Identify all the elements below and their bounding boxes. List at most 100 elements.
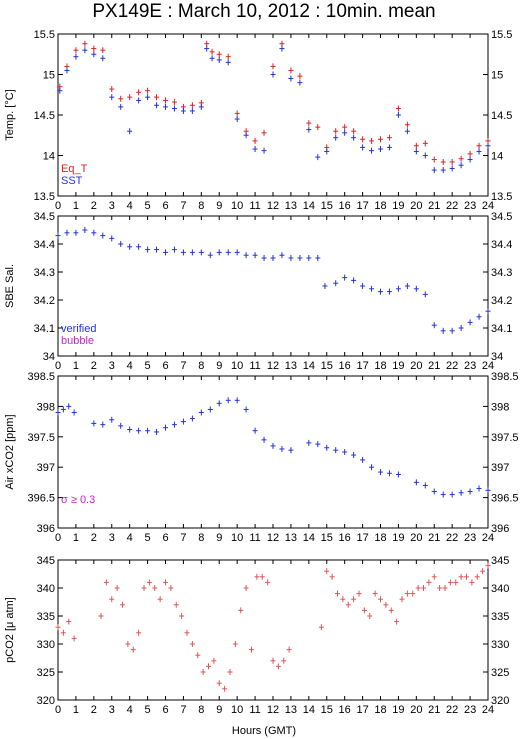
y-tick-label: 15 (43, 70, 55, 82)
x-tick-label: 20 (410, 360, 422, 372)
x-tick-label: 14 (303, 704, 315, 716)
x-tick-label: 4 (127, 704, 133, 716)
x-tick-label: 8 (198, 360, 204, 372)
x-tick-label: 4 (127, 532, 133, 544)
x-tick-label: 22 (446, 200, 458, 212)
x-tick-label: 24 (482, 360, 494, 372)
x-tick-label: 16 (339, 532, 351, 544)
x-tick-label: 15 (321, 532, 333, 544)
x-tick-label: 21 (428, 704, 440, 716)
y-tick-label: 340 (37, 583, 55, 595)
panels: 0 1 2 3 4 5 6 7 8 9 10 11 12 13 14 15 16 17 18 19 20 21 22 23 24… (4, 29, 519, 716)
x-axis-label: Hours (GMT) (232, 725, 296, 737)
y-tick-label-right: 14.5 (491, 110, 512, 122)
x-tick-label: 8 (198, 532, 204, 544)
x-tick-label: 17 (356, 200, 368, 212)
y-tick-label: 34.4 (34, 239, 55, 251)
y-tick-label-right: 335 (491, 611, 509, 623)
plot-frame (57, 375, 489, 529)
y-tick-label: 325 (37, 667, 55, 679)
x-tick-label: 10 (231, 704, 243, 716)
y-tick-label: 34.1 (34, 323, 55, 335)
x-tick-label: 2 (91, 704, 97, 716)
legend-entry: verified (61, 323, 96, 335)
plot-frame (57, 559, 489, 701)
legend-entry: Eq_T (61, 163, 88, 175)
y-tick-label-right: 14 (491, 151, 503, 163)
x-tick-label: 0 (55, 360, 61, 372)
x-tick-label: 16 (339, 704, 351, 716)
x-tick-label: 18 (374, 200, 386, 212)
chart-panel: 0 1 2 3 4 5 6 7 8 9 10 11 12 13 14 15 16 17 18 19 20 21 22 23 24… (4, 211, 512, 372)
x-tick-label: 5 (145, 200, 151, 212)
x-tick-label: 7 (180, 704, 186, 716)
series-air-xco2 (55, 397, 491, 498)
x-tick-label: 22 (446, 360, 458, 372)
x-tick-label: 18 (374, 360, 386, 372)
x-tick-label: 1 (73, 704, 79, 716)
chart-panel: 0 1 2 3 4 5 6 7 8 9 10 11 12 13 14 15 16 17 18 19 20 21 22 23 24… (4, 371, 519, 544)
y-tick-label-right: 13.5 (491, 191, 512, 203)
y-tick-label-right: 345 (491, 555, 509, 567)
series-pco2 (55, 562, 491, 692)
x-tick-label: 18 (374, 704, 386, 716)
x-tick-label: 12 (267, 360, 279, 372)
x-tick-label: 14 (303, 532, 315, 544)
x-tick-label: 6 (162, 200, 168, 212)
y-tick-label: 14.5 (34, 110, 55, 122)
y-tick-label-right: 398.5 (491, 371, 519, 383)
series-eq-t (57, 40, 491, 165)
y-tick-label: 398 (37, 401, 55, 413)
x-tick-label: 18 (374, 532, 386, 544)
x-tick-label: 20 (410, 200, 422, 212)
y-tick-label-right: 397 (491, 462, 509, 474)
y-tick-label-right: 397.5 (491, 432, 519, 444)
x-tick-label: 16 (339, 200, 351, 212)
y-tick-label: 13.5 (34, 191, 55, 203)
x-tick-label: 1 (73, 532, 79, 544)
y-tick-label-right: 340 (491, 583, 509, 595)
y-tick-label-right: 34.2 (491, 295, 512, 307)
x-tick-label: 11 (249, 200, 260, 212)
x-tick-label: 10 (231, 360, 243, 372)
series-verified (55, 227, 491, 334)
y-tick-label: 397 (37, 462, 55, 474)
x-tick-label: 17 (356, 360, 368, 372)
x-tick-label: 19 (392, 360, 404, 372)
x-tick-label: 5 (145, 360, 151, 372)
y-tick-label: 345 (37, 555, 55, 567)
x-tick-label: 15 (321, 704, 333, 716)
x-tick-label: 5 (145, 704, 151, 716)
x-tick-label: 5 (145, 532, 151, 544)
y-tick-label: 330 (37, 639, 55, 651)
figure-title: PX149E : March 10, 2012 : 10min. mean (92, 1, 435, 22)
y-tick-label-right: 34.5 (491, 211, 512, 223)
x-tick-label: 11 (249, 360, 260, 372)
y-tick-label-right: 15 (491, 70, 503, 82)
x-tick-label: 7 (180, 532, 186, 544)
x-tick-label: 1 (73, 200, 79, 212)
x-tick-label: 22 (446, 532, 458, 544)
x-tick-label: 19 (392, 200, 404, 212)
x-tick-label: 10 (231, 200, 243, 212)
x-tick-label: 6 (162, 532, 168, 544)
y-tick-label-right: 34 (491, 351, 503, 363)
threshold-annotation: σ ≥ 0.3 (61, 494, 95, 506)
x-tick-label: 9 (216, 200, 222, 212)
y-tick-label: 34.3 (34, 267, 55, 279)
chart-panel: 0 1 2 3 4 5 6 7 8 9 10 11 12 13 14 15 16 17 18 19 20 21 22 23 24… (4, 555, 509, 716)
x-tick-label: 11 (249, 532, 260, 544)
x-tick-label: 13 (285, 704, 297, 716)
x-tick-label: 0 (55, 532, 61, 544)
x-tick-label: 2 (91, 532, 97, 544)
x-tick-label: 7 (180, 360, 186, 372)
y-tick-label: 335 (37, 611, 55, 623)
x-tick-label: 20 (410, 704, 422, 716)
y-tick-label: 15.5 (34, 29, 55, 41)
x-tick-label: 9 (216, 532, 222, 544)
y-tick-label-right: 34.1 (491, 323, 512, 335)
x-tick-label: 14 (303, 360, 315, 372)
x-tick-label: 21 (428, 360, 440, 372)
plot-frame (57, 215, 489, 357)
